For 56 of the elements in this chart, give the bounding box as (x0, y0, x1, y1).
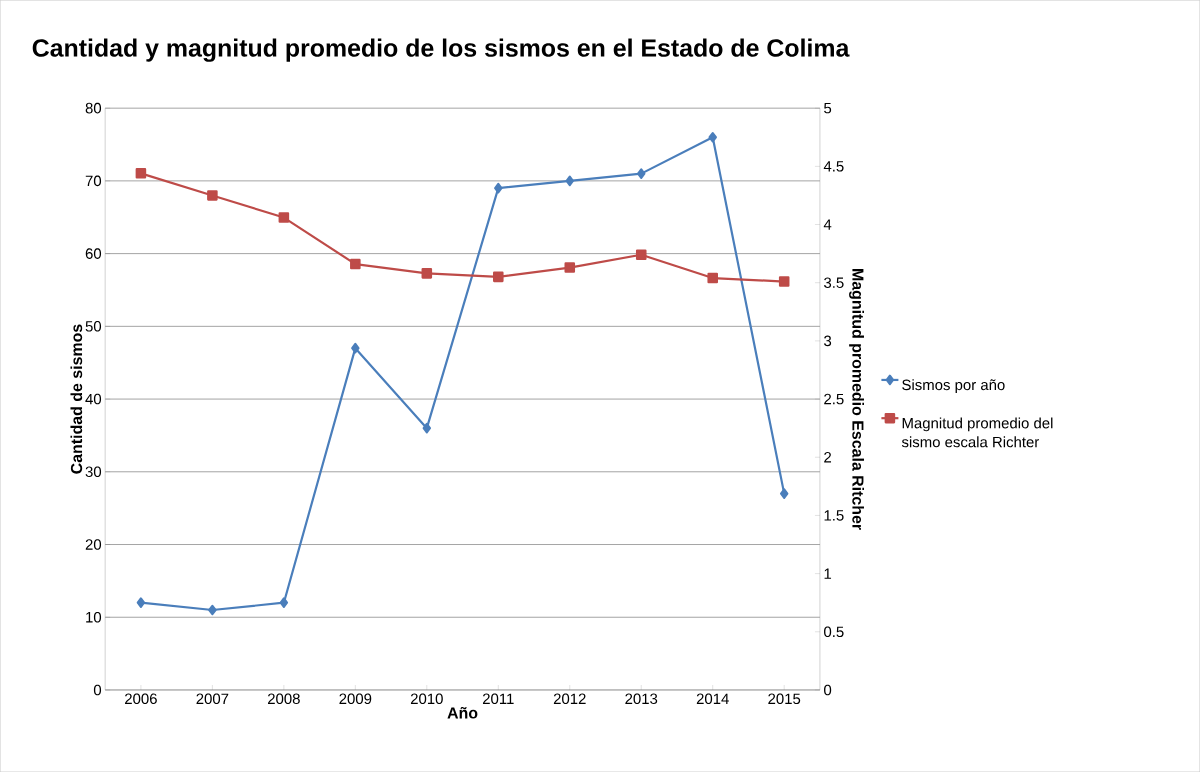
point (351, 342, 360, 354)
point (493, 271, 504, 283)
y-tick-label: 0 (93, 684, 102, 696)
point (422, 422, 432, 434)
x-tick-label: 2015 (768, 693, 801, 704)
y-axis-title: Cantidad de sismos (70, 324, 83, 474)
point (707, 272, 719, 284)
y-tick-label: 20 (85, 539, 102, 550)
x-tick-label: 2009 (339, 693, 372, 704)
y-tick-label: 10 (86, 611, 102, 623)
x-tick-label: 2007 (196, 693, 229, 704)
x-tick-label: 2012 (553, 693, 586, 704)
y2-tick-label: 4 (823, 219, 832, 230)
legend-label: Sismos por año (902, 379, 1005, 394)
point (708, 131, 717, 143)
x-tick-label: 2013 (625, 693, 658, 704)
y2-tick-label: 3.5 (824, 277, 844, 288)
point (778, 276, 790, 287)
point (135, 167, 147, 179)
point (207, 190, 218, 201)
y2-tick-label: 1.5 (824, 510, 844, 521)
x-tick-label: 2014 (696, 693, 729, 704)
y-tick-label: 80 (85, 102, 102, 114)
point (565, 175, 574, 187)
point (637, 168, 646, 179)
x-tick-label: 2008 (267, 693, 300, 704)
y2-tick-label: 4.5 (823, 161, 844, 172)
y2-tick-label: 5 (824, 102, 832, 114)
y-tick-label: 40 (85, 393, 102, 405)
point (494, 182, 503, 194)
y2-tick-label: 1 (824, 568, 832, 579)
point (208, 604, 217, 616)
y-tick-label: 60 (85, 248, 102, 259)
x-axis-title: Año (447, 706, 478, 719)
y-tick-label: 50 (85, 320, 102, 332)
y-tick-label: 70 (85, 175, 102, 187)
y2-tick-label: 0.5 (824, 626, 844, 638)
y2-tick-label: 3 (824, 335, 832, 347)
y-tick-label: 30 (85, 466, 102, 478)
y2-tick-label: 0 (824, 684, 832, 696)
x-tick-label: 2006 (125, 693, 157, 704)
legend-label: Magnitud promedio del sismo escala Richter (901, 417, 1053, 448)
point (279, 597, 289, 608)
y2-tick-label: 2 (824, 451, 832, 463)
point (136, 597, 146, 608)
x-tick-label: 2010 (410, 693, 443, 704)
y2-tick-label: 2.5 (824, 393, 844, 405)
y2-axis-title: Magnitud promedio Escala Ritcher (849, 269, 864, 530)
x-tick-label: 2011 (482, 693, 514, 704)
chart-title: Cantidad y magnitud promedio de los sismos en el Estado de Colima (32, 38, 850, 62)
point (564, 262, 576, 273)
point (350, 258, 361, 270)
point (779, 488, 789, 499)
point (421, 268, 433, 279)
point (278, 212, 290, 223)
point (635, 249, 647, 260)
